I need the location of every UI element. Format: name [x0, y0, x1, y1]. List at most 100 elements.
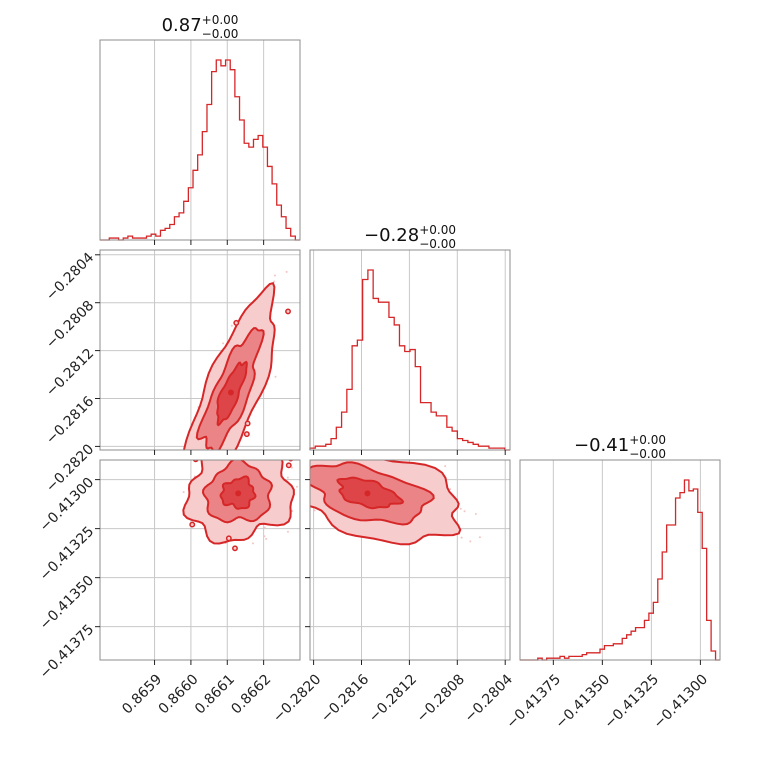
- contour-island: [192, 460, 199, 463]
- scatter-point: [274, 375, 277, 378]
- title-upper-error: +0.00: [419, 223, 456, 237]
- scatter-point: [301, 492, 303, 494]
- x-tick-label: 0.8659: [119, 671, 165, 717]
- histogram-step-line: [520, 479, 720, 661]
- panel-title: −0.28+0.00 −0.00: [364, 223, 456, 251]
- title-upper-error: +0.00: [202, 13, 239, 27]
- scatter-point: [195, 457, 197, 459]
- scatter-point: [313, 509, 316, 512]
- scatter-point: [444, 465, 447, 468]
- title-value: −0.41: [574, 435, 629, 456]
- scatter-point: [210, 454, 212, 456]
- scatter-point: [334, 458, 336, 460]
- scatter-point: [336, 457, 338, 459]
- density-peak: [227, 389, 234, 396]
- scatter-point: [463, 510, 466, 513]
- contour-island: [285, 462, 292, 469]
- scatter-point: [232, 456, 234, 458]
- contour-island: [243, 431, 250, 438]
- scatter-point: [263, 535, 266, 538]
- scatter-point: [207, 455, 209, 457]
- panel-frame: [519, 459, 721, 661]
- scatter-point: [203, 455, 205, 457]
- x-tick-label: 0.8662: [228, 671, 274, 717]
- histogram-step-line: [309, 269, 510, 451]
- panel-2-1: [288, 437, 511, 661]
- contour-island: [233, 319, 240, 326]
- x-tick-label: −0.2816: [318, 671, 372, 725]
- panel-frame: [99, 39, 301, 241]
- scatter-point: [286, 476, 289, 479]
- scatter-point: [339, 454, 341, 456]
- scatter-point: [474, 512, 477, 515]
- contour-island: [232, 545, 238, 552]
- contour-island: [288, 437, 292, 441]
- scatter-point: [242, 450, 244, 452]
- scatter-point: [460, 536, 463, 539]
- scatter-point: [335, 444, 337, 446]
- panel-title: −0.41+0.00 −0.00: [574, 433, 666, 461]
- contour-island: [225, 535, 232, 542]
- scatter-point: [285, 270, 288, 273]
- density-layer: [183, 270, 291, 459]
- x-tick-label: −0.2820: [270, 671, 324, 725]
- x-tick-label: −0.2812: [366, 671, 420, 725]
- y-tick-label: −0.2816: [43, 393, 97, 447]
- scatter-point: [249, 442, 251, 444]
- y-tick-label: −0.2808: [43, 298, 97, 352]
- density-peak: [235, 490, 242, 497]
- scatter-point: [459, 507, 462, 510]
- panel-2-2: [519, 459, 721, 661]
- panel-1-1: [309, 249, 511, 451]
- scatter-point: [257, 457, 259, 459]
- scatter-point: [241, 454, 243, 456]
- scatter-point: [198, 457, 200, 459]
- scatter-point: [449, 488, 452, 491]
- panel-frame: [99, 459, 301, 661]
- scatter-point: [301, 492, 303, 494]
- scatter-point: [235, 451, 237, 453]
- scatter-point: [310, 457, 312, 459]
- scatter-point: [273, 280, 276, 283]
- scatter-point: [301, 444, 303, 446]
- scatter-point: [263, 526, 266, 529]
- scatter-point: [303, 487, 305, 489]
- scatter-point: [290, 466, 293, 469]
- contour-island: [244, 420, 251, 427]
- title-lower-error: −0.00: [202, 27, 239, 41]
- scatter-point: [196, 452, 198, 454]
- scatter-point: [223, 455, 225, 457]
- panel-frame: [99, 249, 301, 451]
- scatter-point: [478, 536, 481, 539]
- scatter-point: [265, 537, 268, 540]
- x-tick-label: −0.2808: [414, 671, 468, 725]
- x-tick-label: 0.8660: [156, 671, 202, 717]
- contour-island: [310, 517, 311, 520]
- scatter-point: [211, 452, 213, 454]
- panel-frame: [309, 459, 511, 661]
- scatter-point: [303, 447, 305, 449]
- title-value: −0.28: [364, 225, 419, 246]
- scatter-point: [291, 510, 294, 513]
- title-value: 0.87: [162, 15, 202, 36]
- scatter-point: [251, 455, 253, 457]
- y-tick-label: −0.2804: [43, 250, 97, 304]
- scatter-point: [230, 324, 233, 327]
- title-lower-error: −0.00: [419, 237, 456, 251]
- scatter-point: [211, 452, 213, 454]
- panel-1-0: [99, 249, 301, 459]
- density-peak: [364, 490, 371, 497]
- scatter-point: [337, 438, 339, 440]
- scatter-point: [207, 452, 209, 454]
- scatter-point: [191, 457, 193, 459]
- scatter-point: [273, 274, 276, 277]
- x-tick-label: 0.8661: [192, 671, 238, 717]
- title-lower-error: −0.00: [629, 447, 666, 461]
- scatter-point: [242, 456, 244, 458]
- scatter-point: [211, 451, 213, 453]
- contour-island: [189, 521, 196, 528]
- histogram-step-line: [100, 59, 300, 241]
- scatter-point: [469, 540, 472, 543]
- scatter-point: [263, 458, 265, 460]
